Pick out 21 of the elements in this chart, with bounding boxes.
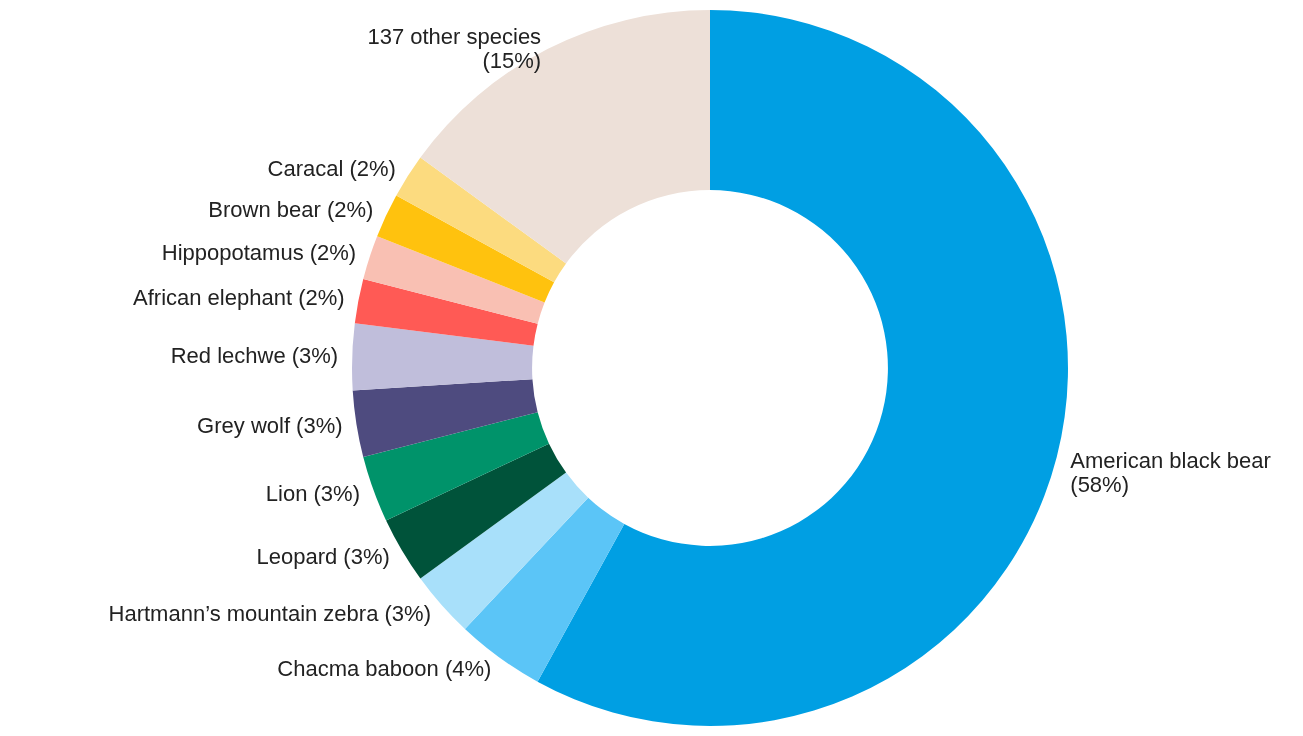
slice-label: 137 other species (367, 23, 542, 49)
donut-slice (363, 412, 550, 521)
donut-slice (363, 236, 545, 324)
donut-slice (396, 157, 567, 283)
slice-label: African elephant (2%) (133, 285, 345, 311)
slice-label: Red lechwe (3%) (170, 343, 339, 369)
slice-label: Brown bear (2%) (208, 196, 374, 222)
donut-slice (352, 379, 538, 458)
donut-slice (377, 195, 555, 303)
data-label: (58%) (1070, 471, 1129, 497)
slice-label: Leopard (3%) (256, 544, 390, 570)
slice-label: Hippopotamus (2%) (161, 240, 357, 266)
slice-label: Caracal (2%) (267, 155, 396, 181)
slice-label: Lion (3%) (265, 481, 360, 507)
slice-label: American black bear (1070, 447, 1271, 473)
data-label: (15%) (482, 47, 542, 73)
donut-slice (354, 278, 538, 346)
slice-label: Hartmann’s mountain zebra (3%) (108, 601, 431, 627)
donut-slice (352, 323, 534, 391)
slice-label: Grey wolf (3%) (197, 413, 343, 439)
slice-label: Chacma baboon (4%) (277, 655, 492, 681)
